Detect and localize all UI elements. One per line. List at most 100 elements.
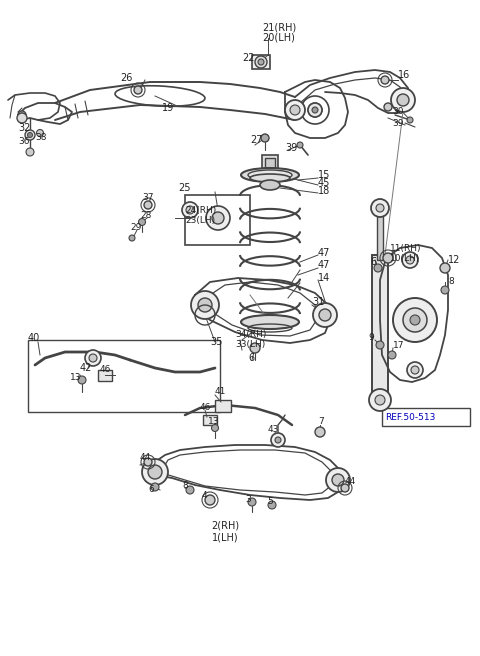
Bar [98,370,112,381]
Text: 15: 15 [318,170,330,180]
Text: 29: 29 [130,224,142,232]
Circle shape [186,206,194,214]
Text: 34(RH): 34(RH) [235,331,266,340]
Bar [377,210,383,260]
Circle shape [384,103,392,111]
Text: 12: 12 [448,255,460,265]
Circle shape [315,427,325,437]
Text: 33(LH): 33(LH) [235,340,265,350]
Ellipse shape [250,174,290,182]
Circle shape [205,495,215,505]
Circle shape [25,130,35,140]
Text: 6: 6 [370,257,376,267]
Circle shape [308,103,322,117]
Circle shape [134,86,142,94]
Circle shape [250,343,260,353]
Circle shape [248,498,256,506]
Text: 8: 8 [448,277,454,287]
Circle shape [402,252,418,268]
Circle shape [89,354,97,362]
Circle shape [383,253,393,263]
Circle shape [410,315,420,325]
Text: 37: 37 [142,194,154,203]
Text: 6: 6 [248,353,254,363]
Text: 32: 32 [18,123,30,133]
Circle shape [326,468,350,492]
Circle shape [139,218,145,226]
Text: 27: 27 [250,135,263,145]
Text: 1(LH): 1(LH) [212,532,238,542]
Bar [265,158,275,173]
Circle shape [198,298,212,312]
Circle shape [319,309,331,321]
Circle shape [341,484,349,492]
Bar [215,400,231,412]
Text: 30: 30 [392,108,404,117]
Text: 13: 13 [70,373,82,382]
Circle shape [20,113,24,117]
Circle shape [391,88,415,112]
Text: 3: 3 [245,495,251,504]
Ellipse shape [248,170,292,180]
Circle shape [151,483,159,491]
Circle shape [148,465,162,479]
Text: REF.50-513: REF.50-513 [385,413,435,422]
Circle shape [297,142,303,148]
Circle shape [275,437,281,443]
Text: 43: 43 [268,426,279,434]
Circle shape [271,433,285,447]
Bar [382,408,470,426]
Bar [28,340,220,412]
Text: 38: 38 [35,134,47,142]
Text: 22: 22 [242,53,254,63]
Text: 47: 47 [318,260,330,270]
Circle shape [441,286,449,294]
Text: 45: 45 [318,178,330,188]
Circle shape [18,111,26,119]
Ellipse shape [241,168,299,182]
Ellipse shape [308,103,322,117]
Circle shape [27,133,33,138]
Circle shape [376,204,384,212]
Text: 41: 41 [215,388,227,396]
Text: 8: 8 [182,482,188,491]
Text: 21(RH): 21(RH) [262,23,296,33]
Circle shape [313,303,337,327]
Ellipse shape [260,180,280,190]
Circle shape [182,202,198,218]
Circle shape [388,351,396,359]
Circle shape [191,291,219,319]
Circle shape [397,94,409,106]
Circle shape [285,100,305,120]
Text: 6: 6 [148,485,154,495]
Text: 44: 44 [140,453,151,462]
Text: 35: 35 [210,337,222,347]
Circle shape [212,212,224,224]
Circle shape [381,76,389,84]
Circle shape [375,395,385,405]
Text: 39: 39 [392,119,404,127]
Circle shape [142,459,168,485]
Text: 14: 14 [318,273,330,283]
Text: 46: 46 [100,365,111,375]
Bar [185,195,250,245]
Circle shape [332,474,344,486]
Circle shape [411,366,419,374]
Circle shape [371,199,389,217]
Text: 42: 42 [80,363,92,373]
Ellipse shape [241,315,299,329]
Text: 9: 9 [368,333,374,342]
Circle shape [212,424,218,432]
Bar [262,155,278,177]
Circle shape [36,129,44,136]
Circle shape [255,56,267,68]
Text: 16: 16 [398,70,410,80]
Text: 7: 7 [318,417,324,426]
Circle shape [85,350,101,366]
Circle shape [393,298,437,342]
Text: 28: 28 [140,211,151,220]
Circle shape [17,113,27,123]
Text: 10(LH): 10(LH) [390,253,420,262]
Circle shape [312,107,318,113]
Bar [252,55,270,69]
